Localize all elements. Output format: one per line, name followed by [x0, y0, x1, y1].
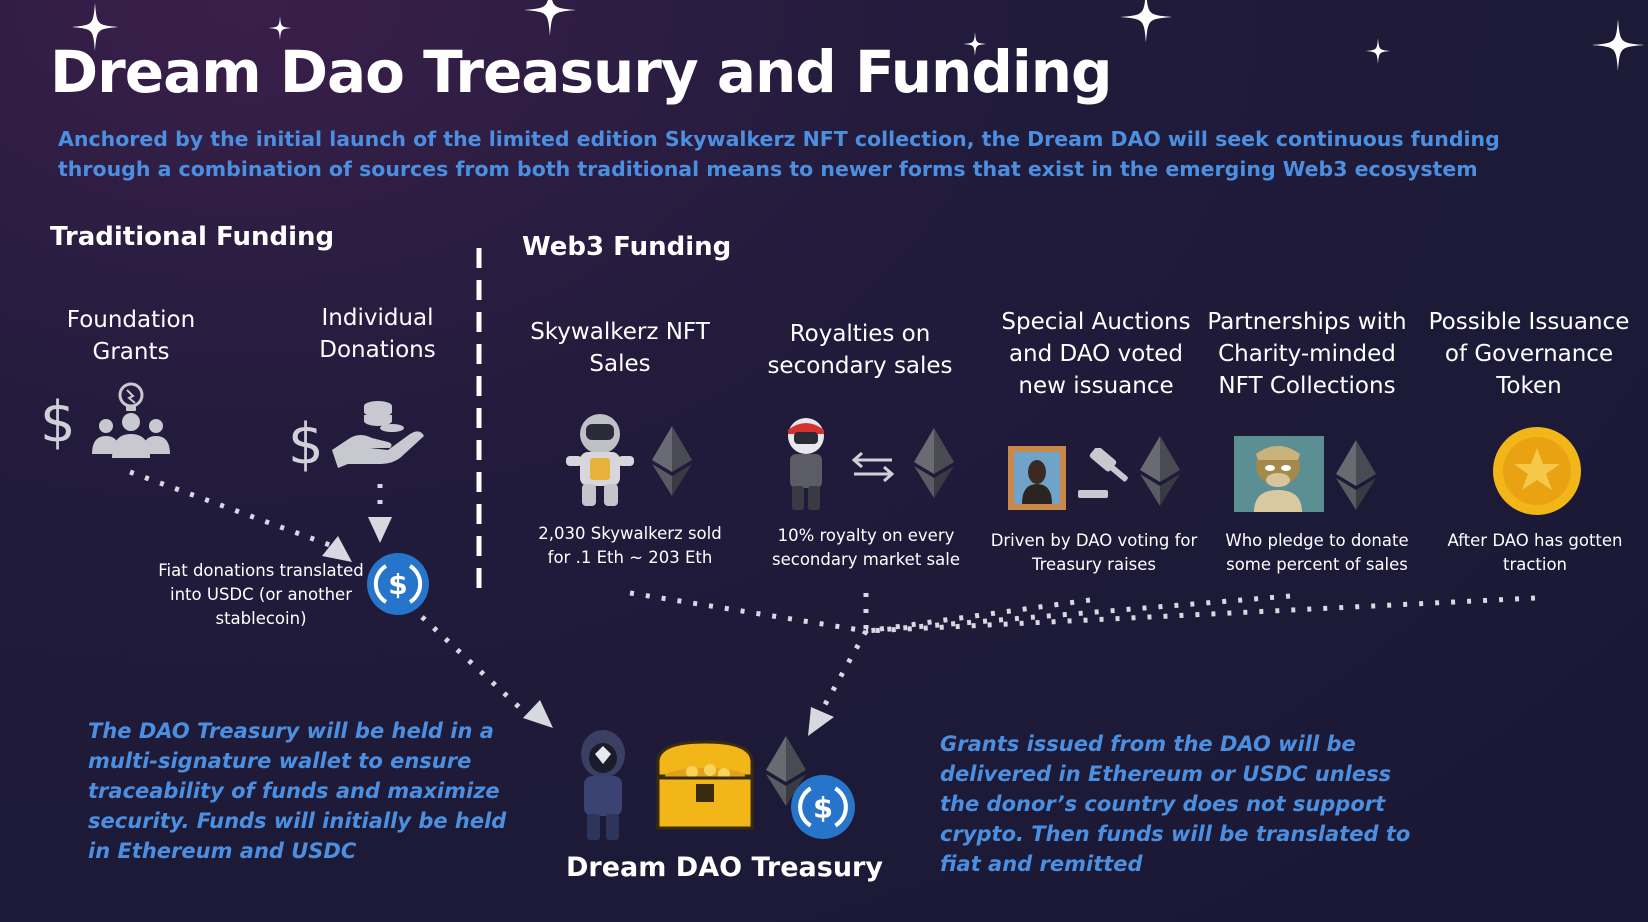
foundation-grants-label: Foundation Grants [66, 307, 196, 365]
arrowhead [808, 707, 834, 736]
ethereum-icon [652, 426, 692, 496]
arrowhead [523, 700, 553, 728]
web3-item-desc-governance: After DAO has gotten traction [1447, 531, 1623, 574]
web3-item-desc-partnerships: Who pledge to donate some percent of sal… [1225, 531, 1409, 574]
page-title: Dream Dao Treasury and Funding [50, 38, 1113, 106]
web3-item-title-auctions: Special Auctions and DAO voted new issua… [1001, 309, 1191, 399]
connector-hub-treasury [819, 629, 869, 712]
traditional-funding-heading: Traditional Funding [50, 222, 335, 252]
web3-item-title-royalties: Royalties on secondary sales [767, 321, 953, 379]
web3-item-desc-auctions: Driven by DAO voting for Treasury raises [990, 531, 1198, 574]
ethereum-icon [1140, 436, 1180, 506]
web3-funding-heading: Web3 Funding [522, 232, 732, 262]
svg-text:$: $ [813, 790, 833, 824]
svg-text:$: $ [388, 568, 407, 601]
arrowhead [322, 536, 352, 562]
page-subtitle: Anchored by the initial launch of the li… [58, 127, 1500, 181]
fiat-donations-note: Fiat donations translated into USDC (or … [158, 561, 364, 628]
connector-web3-5 [865, 595, 1536, 634]
connector-foundation [129, 469, 339, 551]
ethereum-icon [914, 428, 954, 498]
swap-arrows-icon [851, 451, 895, 483]
treasury-security-note: The DAO Treasury will be held in a multi… [88, 719, 507, 863]
people-lightbulb-icon [92, 382, 170, 458]
gavel-icon [1078, 448, 1128, 498]
hooded-figure-icon [581, 730, 625, 840]
treasure-chest-icon [656, 740, 754, 830]
usdc-icon: $ [367, 553, 429, 615]
dollar-icon: $ [288, 412, 324, 477]
hand-coins-icon [332, 401, 424, 468]
connector-web3-3 [865, 597, 1091, 634]
web3-item-desc-nft-sales: 2,030 Skywalkerz sold for .1 Eth ~ 203 E… [538, 524, 722, 567]
connector-web3-1 [629, 590, 867, 634]
gold-coin-icon [1493, 427, 1581, 515]
arrowhead [368, 517, 392, 543]
individual-donations-label: Individual Donations [319, 305, 436, 363]
portrait-icon [1008, 446, 1066, 510]
astronaut-icon [788, 418, 824, 510]
web3-item-title-nft-sales: Skywalkerz NFT Sales [530, 319, 710, 377]
connector-web3-4 [865, 593, 1291, 634]
grants-delivery-note: Grants issued from the DAO will be deliv… [940, 732, 1411, 876]
web3-item-title-partnerships: Partnerships with Charity-minded NFT Col… [1207, 309, 1407, 399]
astronaut-icon [566, 414, 634, 506]
dollar-icon: $ [40, 390, 76, 455]
ape-icon [1234, 436, 1324, 512]
web3-item-title-governance: Possible Issuance of Governance Token [1428, 309, 1630, 399]
usdc-icon: $ [791, 775, 855, 839]
connector-usdc-treasury [420, 615, 522, 710]
ethereum-icon [1336, 440, 1376, 510]
treasury-label: Dream DAO Treasury [566, 852, 883, 883]
web3-item-desc-royalties: 10% royalty on every secondary market sa… [772, 526, 960, 569]
